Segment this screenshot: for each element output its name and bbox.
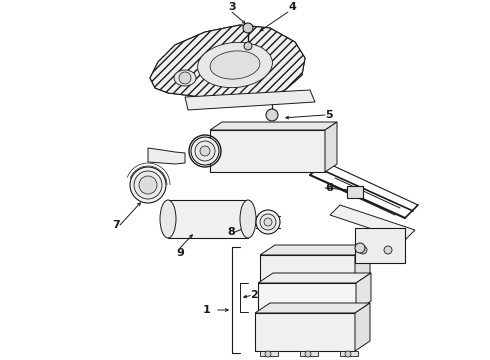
Text: 2: 2: [250, 290, 258, 300]
Ellipse shape: [130, 167, 166, 203]
Circle shape: [266, 109, 278, 121]
Text: 1: 1: [202, 305, 210, 315]
Polygon shape: [150, 25, 305, 100]
Polygon shape: [355, 245, 370, 283]
Circle shape: [265, 351, 271, 357]
Ellipse shape: [210, 51, 260, 79]
Circle shape: [244, 42, 252, 50]
Text: 4: 4: [288, 2, 296, 12]
Ellipse shape: [260, 214, 276, 230]
Circle shape: [355, 243, 365, 253]
Bar: [210, 130, 325, 172]
Bar: [260, 351, 278, 356]
Ellipse shape: [174, 70, 196, 86]
Polygon shape: [356, 273, 371, 311]
Bar: [347, 186, 363, 198]
Ellipse shape: [191, 137, 219, 165]
Ellipse shape: [264, 218, 272, 226]
Polygon shape: [150, 25, 305, 100]
Polygon shape: [210, 122, 337, 130]
Bar: [258, 283, 356, 311]
Polygon shape: [325, 122, 337, 172]
Polygon shape: [148, 148, 185, 164]
Polygon shape: [330, 205, 415, 240]
Polygon shape: [255, 303, 370, 313]
Circle shape: [359, 246, 367, 254]
Polygon shape: [185, 90, 315, 110]
Circle shape: [305, 351, 311, 357]
Bar: [300, 351, 318, 356]
Ellipse shape: [256, 210, 280, 234]
Polygon shape: [260, 245, 370, 255]
Ellipse shape: [139, 176, 157, 194]
Text: 5: 5: [325, 110, 333, 120]
Polygon shape: [355, 303, 370, 351]
Bar: [255, 313, 355, 351]
Circle shape: [345, 351, 351, 357]
Circle shape: [243, 23, 253, 33]
Text: 3: 3: [228, 2, 236, 12]
Bar: [168, 200, 248, 238]
Text: 6: 6: [325, 183, 333, 193]
Ellipse shape: [134, 171, 162, 199]
Polygon shape: [258, 273, 371, 283]
Circle shape: [179, 72, 191, 84]
Text: 7: 7: [112, 220, 120, 230]
Ellipse shape: [200, 146, 210, 156]
Text: 9: 9: [176, 248, 184, 258]
Bar: [260, 255, 355, 283]
Bar: [355, 228, 405, 263]
Circle shape: [384, 246, 392, 254]
Ellipse shape: [197, 42, 272, 87]
Ellipse shape: [240, 200, 256, 238]
Ellipse shape: [160, 200, 176, 238]
Bar: [340, 351, 358, 356]
Ellipse shape: [195, 141, 215, 161]
Text: 8: 8: [227, 227, 235, 237]
